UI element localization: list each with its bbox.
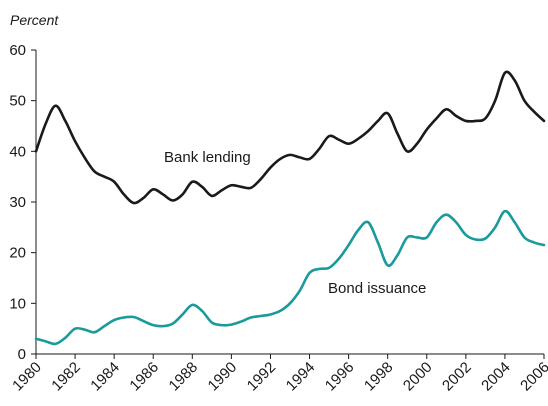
x-tick-label: 1994	[283, 359, 319, 395]
x-tick-label: 1990	[205, 359, 241, 395]
x-tick-label: 1996	[322, 359, 358, 395]
series-label-bond-issuance: Bond issuance	[328, 280, 426, 297]
y-tick-label: 30	[9, 194, 26, 211]
series-line-bond-issuance	[34, 209, 546, 346]
x-tick-label: 1986	[126, 359, 162, 395]
y-tick-label: 60	[9, 42, 26, 59]
x-tick-label: 2000	[400, 359, 436, 395]
y-tick-label: 40	[9, 143, 26, 160]
y-axis-ticks: 0 10 20 30 40 50 60	[9, 42, 36, 363]
x-tick-label: 1984	[87, 359, 123, 395]
y-tick-label: 20	[9, 245, 26, 262]
x-tick-label: 2006	[517, 359, 548, 395]
x-tick-label: 1980	[9, 359, 45, 395]
x-tick-label: 1982	[48, 359, 84, 395]
x-tick-label: 2004	[478, 359, 514, 395]
y-axis-label: Percent	[10, 12, 59, 28]
series-label-bank-lending: Bank lending	[164, 149, 251, 166]
x-tick-label: 1988	[166, 359, 202, 395]
series-lines	[34, 70, 546, 346]
x-tick-label: 1992	[244, 359, 280, 395]
x-axis-ticks: 1980 1982 1984 1986 1988 1990 1992 1994 1996 1998…	[9, 354, 548, 394]
y-tick-label: 0	[18, 346, 26, 363]
y-tick-label: 50	[9, 93, 26, 110]
x-tick-label: 1998	[361, 359, 397, 395]
series-line-bank-lending	[34, 70, 546, 205]
y-tick-label: 10	[9, 295, 26, 312]
x-tick-label: 2002	[439, 359, 475, 395]
